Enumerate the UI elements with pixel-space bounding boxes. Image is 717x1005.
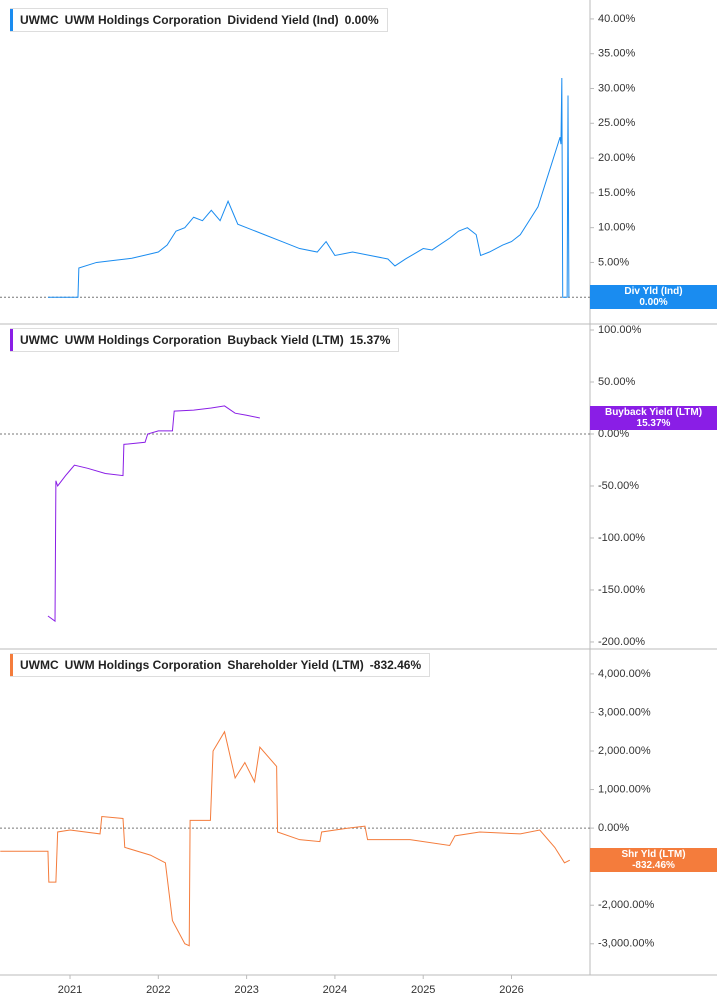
y-tick-label: 0.00% xyxy=(598,822,629,834)
x-tick-label: 2025 xyxy=(411,984,435,996)
tag-label: Div Yld (Ind) xyxy=(624,286,683,298)
tag-value: 0.00% xyxy=(639,297,668,309)
series-line xyxy=(47,78,570,298)
ticker: UWMC xyxy=(20,333,59,347)
company: UWM Holdings Corporation xyxy=(64,658,222,672)
legend: UWMC UWM Holdings Corporation Dividend Yie… xyxy=(10,8,388,32)
y-tick-label: 30.00% xyxy=(598,82,636,94)
legend: UWMC UWM Holdings Corporation Buyback Yiel… xyxy=(10,328,400,352)
y-tick-label: -2,000.00% xyxy=(598,899,654,911)
legend-color xyxy=(10,329,13,351)
tag-label: Buyback Yield (LTM) xyxy=(604,407,703,418)
legend-series-name: Shareholder Yield (LTM) xyxy=(227,658,364,672)
ticker: UWMC xyxy=(20,13,59,27)
y-tick-label: 20.00% xyxy=(598,152,636,164)
y-tick-label: 2,000.00% xyxy=(598,745,651,757)
legend: UWMC UWM Holdings Corporation Shareholder … xyxy=(10,653,431,677)
x-tick-label: 2024 xyxy=(323,984,347,996)
legend-value: -832.46% xyxy=(369,658,422,672)
y-tick-label: 5.00% xyxy=(598,256,629,268)
legend-color xyxy=(10,9,13,31)
tag-label: Shr Yld (LTM) xyxy=(621,849,686,861)
value-tag: Buyback Yield (LTM) 15.37% xyxy=(590,406,717,430)
company: UWM Holdings Corporation xyxy=(64,333,222,347)
y-tick-label: 10.00% xyxy=(598,222,636,234)
y-tick-label: 25.00% xyxy=(598,117,636,129)
y-tick-label: 100.00% xyxy=(598,324,642,336)
legend-series-name: Buyback Yield (LTM) xyxy=(227,333,344,347)
x-tick-label: 2023 xyxy=(234,984,258,996)
ticker: UWMC xyxy=(20,658,59,672)
value-tag: Div Yld (Ind) 0.00% xyxy=(590,285,717,310)
y-tick-label: 40.00% xyxy=(598,13,636,25)
y-tick-label: 50.00% xyxy=(598,376,636,388)
y-tick-label: -200.00% xyxy=(598,636,645,648)
legend-value: 15.37% xyxy=(349,333,391,347)
series-line xyxy=(47,405,260,623)
series-line xyxy=(0,730,571,947)
x-tick-label: 2021 xyxy=(58,984,82,996)
company: UWM Holdings Corporation xyxy=(64,13,222,27)
y-tick-label: -150.00% xyxy=(598,584,645,596)
y-tick-label: 35.00% xyxy=(598,48,636,60)
x-tick-label: 2022 xyxy=(146,984,170,996)
tag-value: -832.46% xyxy=(632,860,675,872)
legend-value: 0.00% xyxy=(344,13,379,27)
value-tag: Shr Yld (LTM) -832.46% xyxy=(590,848,717,873)
y-tick-label: -100.00% xyxy=(598,532,645,544)
x-tick-label: 2026 xyxy=(499,984,523,996)
y-tick-label: 1,000.00% xyxy=(598,783,651,795)
y-tick-label: 15.00% xyxy=(598,187,636,199)
legend-color xyxy=(10,654,13,676)
y-tick-label: -50.00% xyxy=(598,480,639,492)
legend-series-name: Dividend Yield (Ind) xyxy=(227,13,339,27)
tag-value: 15.37% xyxy=(636,418,671,429)
y-tick-label: 0.00% xyxy=(598,428,629,440)
y-tick-label: -3,000.00% xyxy=(598,938,654,950)
y-tick-label: 4,000.00% xyxy=(598,668,651,680)
y-tick-label: 3,000.00% xyxy=(598,706,651,718)
